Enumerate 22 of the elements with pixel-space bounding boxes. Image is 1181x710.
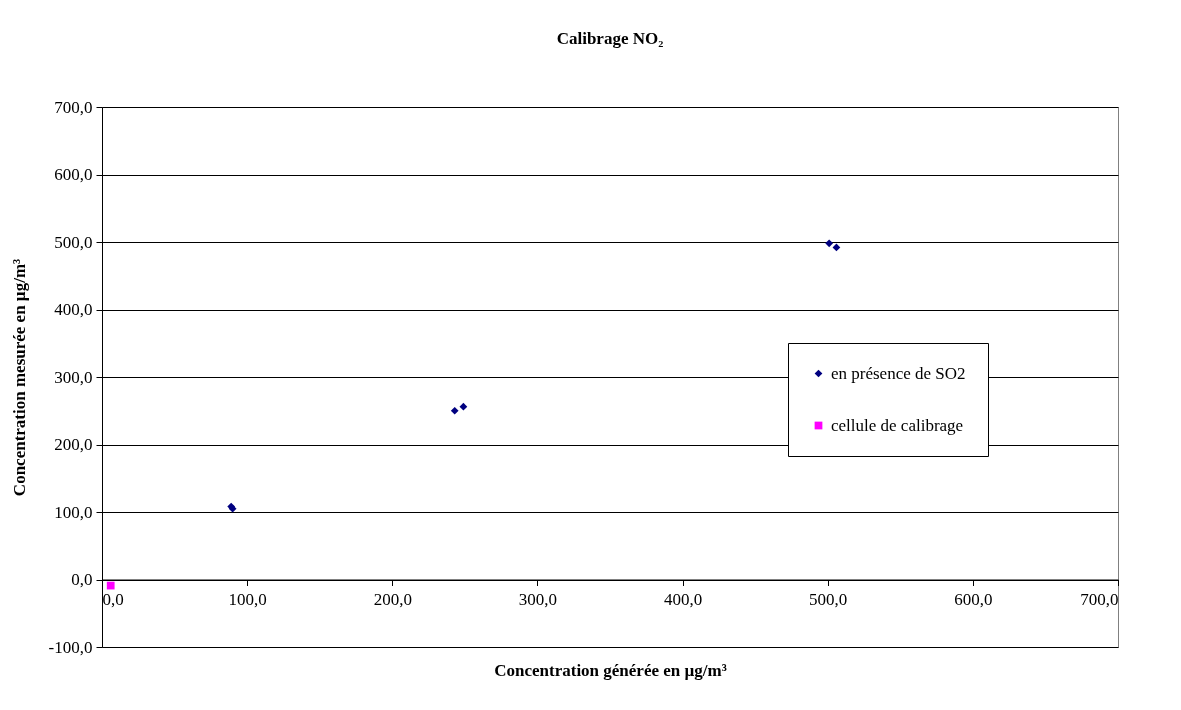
- x-tick-label: 500,0: [809, 590, 848, 609]
- y-tick-label: 200,0: [54, 435, 93, 454]
- x-axis-title: Concentration générée en µg/m³: [494, 661, 727, 680]
- y-tick-label: -100,0: [48, 637, 93, 657]
- y-tick-label: 500,0: [54, 232, 93, 252]
- legend-label: cellule de calibrage: [831, 415, 964, 435]
- y-tick-label: 700,0: [54, 97, 93, 117]
- x-tick-label: 200,0: [373, 590, 412, 609]
- y-tick-label: 100,0: [54, 502, 93, 522]
- chart-title: Calibrage NO₂: [556, 29, 664, 48]
- y-tick-label: 600,0: [54, 165, 93, 184]
- y-tick-label: 300,0: [54, 367, 93, 387]
- y-tick-label: 0,0: [71, 570, 93, 589]
- x-tick-label: 600,0: [954, 590, 993, 609]
- y-axis-title: Concentration mesurée en µg/m³: [9, 258, 29, 497]
- x-tick-label: 700,0: [1080, 590, 1119, 609]
- x-tick-label: 300,0: [518, 590, 558, 609]
- x-tick-label: 0,0: [102, 590, 124, 609]
- legend-label: en présence de SO2: [831, 363, 966, 383]
- x-tick-label: 400,0: [663, 590, 703, 609]
- y-tick-label: 400,0: [54, 300, 93, 319]
- x-tick-label: 100,0: [228, 590, 267, 609]
